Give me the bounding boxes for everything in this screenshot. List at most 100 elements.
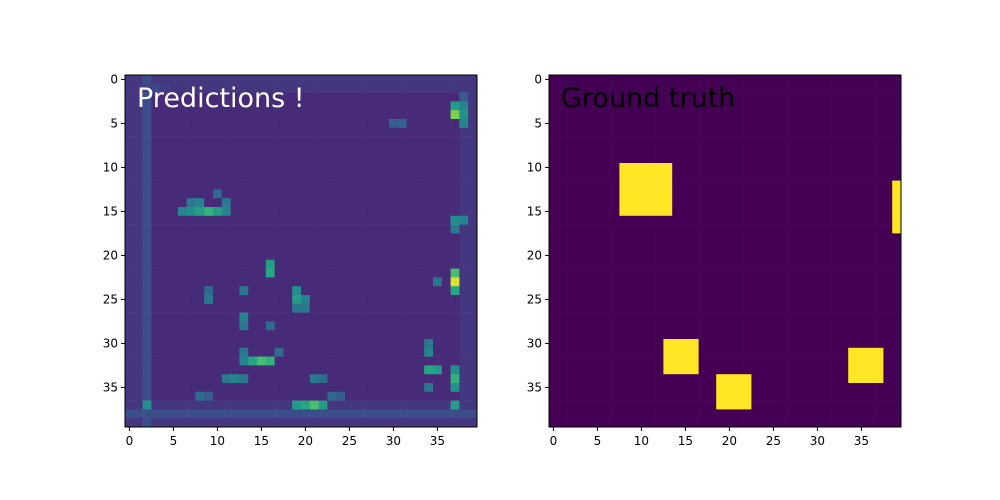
heatmap-cell xyxy=(663,330,673,340)
heatmap-cell xyxy=(186,145,196,155)
heatmap-cell xyxy=(575,383,585,393)
x-tick-label: 25 xyxy=(342,434,357,448)
heatmap-cell xyxy=(195,400,205,410)
heatmap-cell xyxy=(689,400,699,410)
heatmap-cell xyxy=(804,224,814,234)
heatmap-cell xyxy=(821,286,831,296)
heatmap-cell xyxy=(557,101,567,111)
heatmap-cell xyxy=(362,198,372,208)
heatmap-cell xyxy=(830,127,840,137)
heatmap-cell xyxy=(424,101,434,111)
heatmap-cell xyxy=(309,356,319,366)
heatmap-cell xyxy=(230,163,240,173)
heatmap-cell xyxy=(450,154,460,164)
heatmap-cell xyxy=(549,418,559,428)
heatmap-cell xyxy=(459,145,469,155)
heatmap-cell xyxy=(389,418,399,428)
heatmap-cell xyxy=(865,251,875,261)
heatmap-cell xyxy=(795,136,805,146)
heatmap-cell xyxy=(584,295,594,305)
heatmap-cell xyxy=(362,154,372,164)
heatmap-cell xyxy=(362,171,372,181)
heatmap-cell xyxy=(353,295,363,305)
heatmap-cell xyxy=(698,242,708,252)
heatmap-cell xyxy=(362,242,372,252)
heatmap-cell xyxy=(751,400,761,410)
heatmap-cell xyxy=(169,365,179,375)
heatmap-cell xyxy=(865,207,875,217)
heatmap-cell xyxy=(777,224,787,234)
heatmap-cell xyxy=(133,75,143,85)
heatmap-cell xyxy=(195,251,205,261)
heatmap-cell xyxy=(584,110,594,120)
heatmap-cell xyxy=(186,286,196,296)
heatmap-cell xyxy=(654,101,664,111)
heatmap-cell xyxy=(406,145,416,155)
heatmap-cell xyxy=(786,180,796,190)
heatmap-cell xyxy=(883,92,893,102)
heatmap-cell xyxy=(397,110,407,120)
heatmap-cell xyxy=(221,339,231,349)
heatmap-cell xyxy=(362,75,372,85)
heatmap-cell xyxy=(769,400,779,410)
heatmap-cell xyxy=(186,189,196,199)
heatmap-cell xyxy=(169,163,179,173)
heatmap-cell xyxy=(450,75,460,85)
heatmap-cell xyxy=(593,83,603,93)
heatmap-cell xyxy=(204,365,214,375)
heatmap-cell xyxy=(292,374,302,384)
heatmap-cell xyxy=(213,154,223,164)
heatmap-cell xyxy=(795,127,805,137)
heatmap-cell xyxy=(672,119,682,129)
heatmap-cell xyxy=(151,286,161,296)
heatmap-cell xyxy=(380,409,390,419)
heatmap-cell xyxy=(619,374,629,384)
heatmap-cell xyxy=(151,259,161,269)
heatmap-cell xyxy=(353,356,363,366)
heatmap-cell xyxy=(707,347,717,357)
heatmap-cell xyxy=(584,233,594,243)
heatmap-cell xyxy=(777,163,787,173)
heatmap-cell xyxy=(265,268,275,278)
heatmap-cell xyxy=(186,409,196,419)
heatmap-cell xyxy=(698,163,708,173)
heatmap-cell xyxy=(204,400,214,410)
heatmap-cell xyxy=(204,303,214,313)
heatmap-cell xyxy=(362,92,372,102)
heatmap-cell xyxy=(151,207,161,217)
heatmap-cell xyxy=(557,286,567,296)
heatmap-cell xyxy=(742,383,752,393)
heatmap-cell xyxy=(406,251,416,261)
heatmap-cell xyxy=(786,409,796,419)
heatmap-cell xyxy=(593,321,603,331)
heatmap-cell xyxy=(830,83,840,93)
heatmap-cell xyxy=(415,277,425,287)
heatmap-cell xyxy=(213,347,223,357)
heatmap-cell xyxy=(397,207,407,217)
heatmap-cell xyxy=(549,330,559,340)
heatmap-cell xyxy=(292,101,302,111)
heatmap-cell xyxy=(725,409,735,419)
heatmap-cell xyxy=(221,127,231,137)
heatmap-cell xyxy=(406,154,416,164)
heatmap-cell xyxy=(257,83,267,93)
heatmap-cell xyxy=(848,383,858,393)
heatmap-cell xyxy=(698,189,708,199)
heatmap-cell xyxy=(151,215,161,225)
heatmap-cell xyxy=(292,277,302,287)
heatmap-cell xyxy=(301,418,311,428)
heatmap-cell xyxy=(874,224,884,234)
heatmap-cell xyxy=(777,145,787,155)
heatmap-cell xyxy=(698,347,708,357)
heatmap-cell xyxy=(575,330,585,340)
heatmap-cell xyxy=(292,198,302,208)
heatmap-cell xyxy=(681,215,691,225)
heatmap-cell xyxy=(142,409,152,419)
heatmap-cell xyxy=(830,75,840,85)
heatmap-cell xyxy=(707,101,717,111)
heatmap-cell xyxy=(221,303,231,313)
heatmap-cell xyxy=(760,119,770,129)
heatmap-cell xyxy=(441,312,451,322)
heatmap-cell xyxy=(593,259,603,269)
heatmap-cell xyxy=(230,92,240,102)
